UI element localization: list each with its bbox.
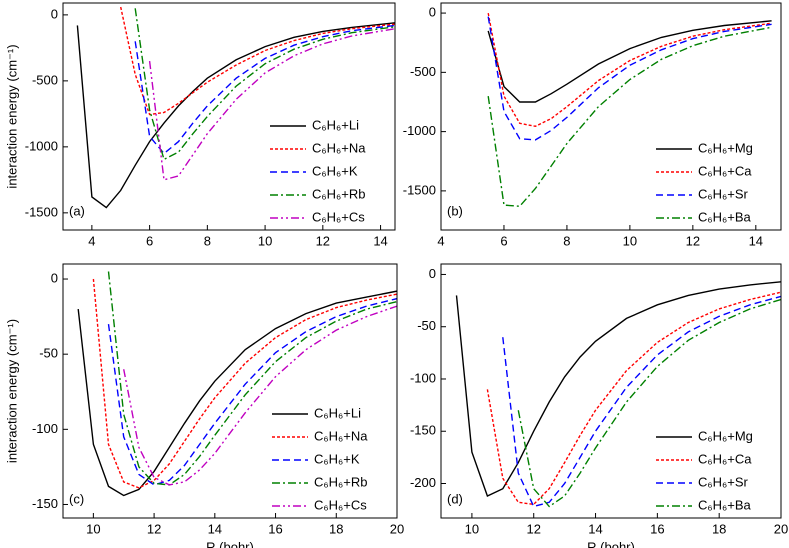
panel-label: (b) (447, 203, 463, 218)
x-tick-label: 10 (623, 233, 637, 248)
legend-label: C₆H₆+Rb (314, 474, 367, 489)
legend-label: C₆H₆+Na (312, 140, 366, 155)
plot-frame (62, 263, 398, 519)
y-tick-label: -150 (32, 496, 58, 511)
x-tick-label: 4 (437, 233, 444, 248)
x-tick-label: 16 (268, 521, 282, 536)
y-axis-label: interaction energy (cm⁻¹) (4, 319, 19, 463)
x-tick-label: 10 (258, 233, 272, 248)
y-tick-label: -1000 (403, 123, 436, 138)
x-tick-label: 12 (526, 521, 540, 536)
plot-frame (62, 2, 396, 231)
data-line (77, 290, 397, 497)
data-line (486, 291, 781, 506)
x-tick-label: 14 (749, 233, 763, 248)
x-tick-label: 16 (650, 521, 664, 536)
legend-label: C₆H₆+K (314, 451, 360, 466)
x-axis-label: R (bohr) (587, 539, 635, 548)
x-tick-label: 12 (686, 233, 700, 248)
legend-label: C₆H₆+Cs (312, 209, 365, 224)
panel: 4 6 8 10 12 14 0 -500 -1000 -1500 (b) C₆H₆+Mg C₆H₆+C… (403, 2, 782, 248)
data-line (487, 16, 772, 141)
y-tick-label: -500 (32, 72, 58, 87)
x-tick-label: 18 (712, 521, 726, 536)
legend-label: C₆H₆+Ca (698, 451, 752, 466)
x-tick-label: 6 (146, 233, 153, 248)
y-tick-label: -50 (39, 346, 58, 361)
x-tick-label: 14 (588, 521, 602, 536)
legend-label: C₆H₆+Sr (698, 474, 749, 489)
x-tick-label: 10 (465, 521, 479, 536)
data-line (487, 26, 772, 208)
y-tick-label: 0 (51, 270, 58, 285)
plot-frame (440, 263, 782, 519)
y-tick-label: -1500 (403, 182, 436, 197)
legend-label: C₆H₆+K (312, 163, 358, 178)
y-axis-label: interaction energy (cm⁻¹) (4, 44, 19, 188)
x-tick-label: 14 (208, 521, 222, 536)
y-tick-label: -50 (417, 318, 436, 333)
data-line (120, 6, 395, 116)
legend-label: C₆H₆+Rb (312, 186, 365, 201)
data-line (107, 271, 397, 486)
legend-label: C₆H₆+Na (314, 428, 368, 443)
y-tick-label: 0 (429, 5, 436, 20)
legend-label: C₆H₆+Ba (698, 209, 752, 224)
data-line (134, 8, 395, 161)
y-tick-label: -150 (410, 423, 436, 438)
x-tick-label: 12 (316, 233, 330, 248)
legend-label: C₆H₆+Ca (698, 163, 752, 178)
x-tick-label: 14 (373, 233, 387, 248)
panel: 10 12 14 16 18 20 0 -50 -100 -150 -200 (d) R (bohr) C… (410, 263, 788, 548)
legend-label: C₆H₆+Li (314, 405, 361, 420)
data-line (76, 22, 395, 209)
x-tick-label: 4 (88, 233, 95, 248)
legend-label: C₆H₆+Mg (698, 428, 753, 443)
data-line (502, 295, 781, 508)
y-tick-label: -100 (410, 370, 436, 385)
panel-label: (a) (69, 203, 85, 218)
data-line (92, 278, 397, 489)
y-tick-label: -1500 (25, 204, 58, 219)
x-tick-label: 6 (500, 233, 507, 248)
x-tick-label: 10 (86, 521, 100, 536)
plot-frame (440, 2, 782, 231)
panel: 4 6 8 10 12 14 0 -500 -1000 -1500 (a) interaction e… (4, 2, 396, 248)
data-line (487, 20, 772, 103)
x-tick-label: 20 (774, 521, 788, 536)
data-line (455, 281, 781, 497)
panel-label: (d) (447, 491, 463, 506)
panel: 10 12 14 16 18 20 0 -50 -100 -150 (c) interaction e… (4, 263, 404, 548)
data-line (517, 298, 781, 508)
x-tick-label: 12 (147, 521, 161, 536)
x-axis-label: R (bohr) (206, 539, 254, 548)
legend-label: C₆H₆+Ba (698, 497, 752, 512)
y-tick-label: -200 (410, 475, 436, 490)
x-tick-label: 18 (329, 521, 343, 536)
panel-label: (c) (69, 491, 84, 506)
y-tick-label: -1000 (25, 138, 58, 153)
x-tick-label: 8 (563, 233, 570, 248)
y-tick-label: 0 (429, 266, 436, 281)
data-line (123, 305, 397, 486)
y-tick-label: 0 (51, 6, 58, 21)
y-tick-label: -100 (32, 421, 58, 436)
y-tick-label: -500 (410, 64, 436, 79)
legend-label: C₆H₆+Cs (314, 497, 367, 512)
legend-label: C₆H₆+Li (312, 117, 359, 132)
legend-label: C₆H₆+Sr (698, 186, 749, 201)
data-line (134, 24, 395, 155)
data-line (107, 297, 397, 486)
legend-label: C₆H₆+Mg (698, 140, 753, 155)
x-tick-label: 8 (204, 233, 211, 248)
x-tick-label: 20 (390, 521, 404, 536)
data-line (148, 28, 395, 181)
data-line (487, 12, 772, 128)
